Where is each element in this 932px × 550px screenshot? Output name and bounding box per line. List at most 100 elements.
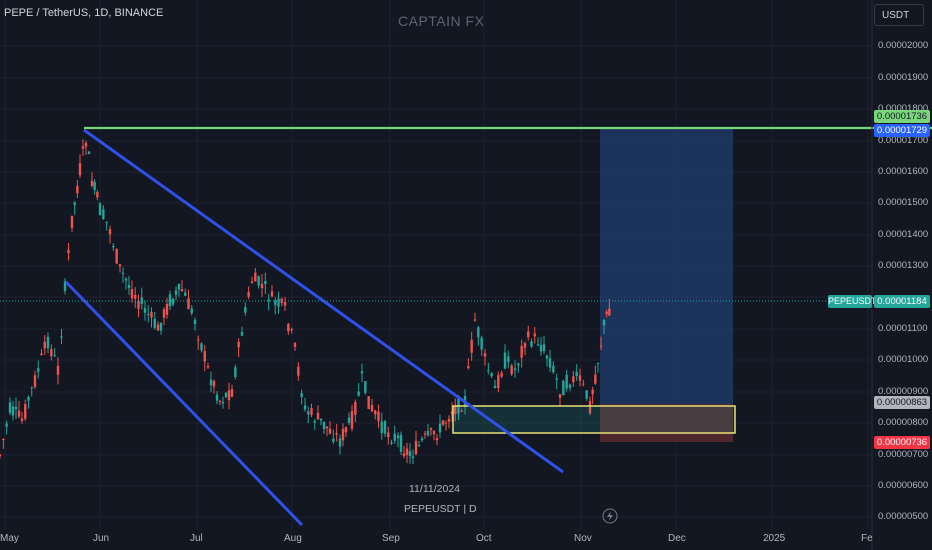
time-axis-label: Jul	[190, 533, 203, 544]
candle-body	[264, 281, 267, 285]
symbol-price-tag: PEPEUSDT	[828, 295, 877, 308]
time-axis-label: May	[0, 533, 19, 544]
time-axis-label: Aug	[284, 533, 302, 544]
candle-body	[165, 303, 169, 315]
candle-body	[78, 163, 82, 176]
candle-body	[115, 249, 118, 264]
candle-body	[156, 324, 160, 331]
candle-body	[300, 393, 303, 398]
candle-body	[599, 345, 603, 347]
candle-body	[17, 410, 21, 417]
candle-body	[137, 300, 140, 309]
candle-body	[303, 405, 307, 410]
candle-body	[542, 344, 546, 352]
price-axis-label: 0.00000900	[878, 386, 929, 397]
candle-body	[513, 368, 517, 371]
candle-body	[552, 365, 555, 373]
candle-body	[50, 348, 53, 357]
candle-body	[206, 365, 210, 368]
candle-body	[322, 421, 326, 430]
candle-body	[81, 146, 85, 149]
candle-body	[423, 433, 427, 435]
candle-body	[380, 421, 383, 434]
candle-body	[387, 432, 390, 438]
candle-body	[76, 185, 79, 194]
candle-body	[105, 221, 108, 223]
time-axis-label: Dec	[668, 533, 686, 544]
candle-body	[200, 343, 203, 351]
candle-body	[244, 307, 247, 313]
candle-body	[230, 389, 234, 397]
candle-body	[432, 430, 436, 435]
candle-body	[517, 363, 520, 366]
candle-body	[63, 281, 67, 291]
price-axis-label: 0.00001600	[878, 166, 929, 177]
candle-body	[408, 451, 412, 457]
upper-trendline[interactable]	[83, 128, 564, 474]
price-axis-label: 0.00000800	[878, 417, 929, 428]
candle-body	[588, 400, 592, 414]
candle-body	[240, 332, 244, 336]
resistance-price-tag: 0.00001736	[874, 110, 930, 123]
candle-body	[477, 327, 480, 338]
candle-body	[153, 318, 156, 328]
candle-body	[93, 181, 96, 190]
candle-body	[605, 311, 608, 314]
candle-body	[596, 363, 600, 365]
candle-body	[277, 298, 280, 307]
candle-body	[134, 294, 137, 299]
crosshair-date-label: 11/11/2024	[409, 483, 460, 495]
candle-body	[174, 290, 178, 295]
candle-body	[548, 358, 552, 368]
candle-body	[523, 343, 527, 348]
candle-body	[420, 438, 424, 441]
candle-body	[8, 402, 12, 413]
candle-body	[287, 323, 290, 332]
candle-body	[307, 411, 310, 415]
candle-body	[354, 401, 357, 415]
candle-body	[399, 434, 403, 452]
candle-body	[237, 341, 240, 348]
candle-body	[5, 423, 8, 427]
support-zone-box[interactable]	[452, 405, 736, 434]
candle-body	[341, 429, 345, 441]
candle-body	[124, 278, 128, 281]
candle-body	[147, 313, 150, 316]
candle-body	[575, 371, 578, 377]
candle-body	[290, 329, 293, 331]
candle-body	[184, 292, 187, 296]
symbol-interval-label: PEPEUSDT | D	[404, 503, 477, 515]
candle-body	[450, 411, 454, 415]
candle-body	[316, 412, 320, 420]
candle-body	[490, 373, 493, 377]
candle-body	[143, 308, 147, 313]
bolt-icon[interactable]	[602, 508, 618, 524]
time-axis-label: Sep	[382, 533, 400, 544]
candle-body	[171, 298, 175, 305]
candle-body	[87, 151, 91, 155]
lower-trendline[interactable]	[64, 280, 304, 527]
candle-body	[393, 433, 396, 441]
last-price-tag: 0.00001184	[874, 295, 930, 308]
candle-body	[325, 426, 329, 429]
symbol-title[interactable]: PEPE / TetherUS, 1D, BINANCE	[4, 7, 164, 19]
candle-body	[350, 411, 354, 429]
candle-body	[260, 283, 264, 289]
candlestick-series	[0, 139, 611, 464]
candle-body	[435, 438, 439, 441]
candle-body	[257, 276, 260, 286]
candle-body	[328, 428, 332, 434]
candle-body	[234, 367, 237, 377]
target-zone[interactable]	[600, 128, 733, 404]
candle-body	[497, 375, 500, 389]
candle-body	[118, 264, 122, 267]
stop-zone[interactable]	[600, 404, 733, 442]
candle-body	[493, 385, 497, 389]
candle-body	[483, 353, 487, 357]
candle-body	[364, 381, 367, 393]
currency-button[interactable]: USDT	[874, 4, 924, 26]
candle-body	[608, 308, 611, 316]
candle-body	[14, 406, 18, 410]
